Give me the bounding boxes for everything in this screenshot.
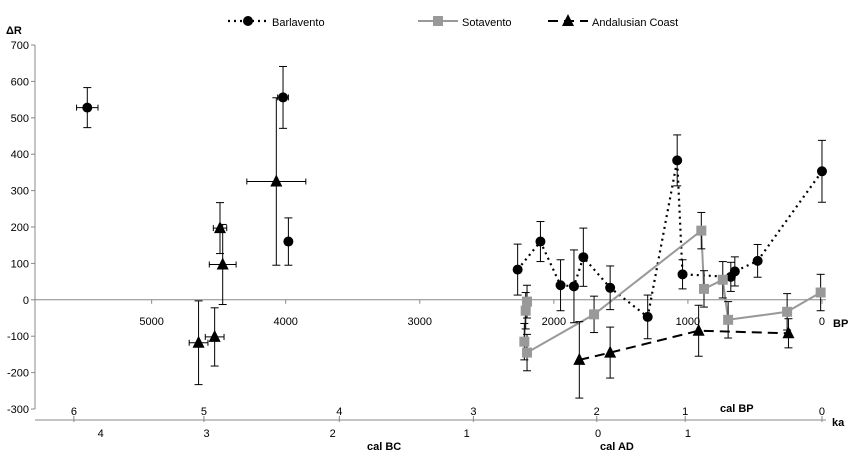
sotavento-point — [782, 306, 793, 317]
barlavento-line — [516, 160, 823, 319]
barlavento-point — [512, 264, 523, 275]
cal-bp-label: cal BP — [720, 403, 754, 415]
barlavento-point — [677, 269, 688, 280]
sotavento-line — [523, 228, 822, 355]
andalusian-coast-point — [216, 257, 229, 270]
x-tick-label: 5000 — [139, 316, 163, 328]
cal-bc-label: cal BC — [367, 441, 401, 453]
x-tick-label: 3000 — [408, 316, 432, 328]
legend-label-andalusian-coast: Andalusian Coast — [592, 17, 678, 29]
y-tick-label: 100 — [11, 258, 29, 270]
sotavento-point — [520, 305, 531, 316]
cal-ad-label: cal AD — [600, 441, 634, 453]
sotavento-point — [723, 314, 734, 325]
cal-tick-label: 3 — [204, 428, 210, 440]
sotavento-point — [522, 347, 533, 358]
legend: Barlavento Sotavento Andalusian Coast — [228, 14, 678, 29]
cal-tick-label: 2 — [330, 428, 336, 440]
y-tick-label: 600 — [11, 76, 29, 88]
barlavento-point — [555, 280, 566, 291]
ka-tick-label: 4 — [336, 406, 342, 418]
x-tick-label: 4000 — [273, 316, 297, 328]
x-unit-label: BP — [833, 318, 848, 330]
y-axis-title: ΔR — [6, 25, 22, 37]
legend-label-barlavento: Barlavento — [272, 17, 325, 29]
barlavento-point — [535, 236, 546, 247]
sotavento-point — [522, 296, 533, 307]
barlavento-point — [816, 166, 827, 177]
cal-tick-label: 1 — [685, 428, 691, 440]
x-tick-label: 0 — [819, 316, 825, 328]
andalusian-coast-point — [573, 352, 586, 365]
x-tick-label: 2000 — [542, 316, 566, 328]
markers — [82, 92, 827, 365]
ka-tick-label: 1 — [682, 406, 688, 418]
barlavento-point — [672, 155, 683, 166]
legend-marker-sotavento — [433, 16, 443, 26]
legend-marker-barlavento — [243, 16, 253, 26]
y-tick-label: 300 — [11, 186, 29, 198]
y-tick-label: 400 — [11, 149, 29, 161]
x-tick-label: 1000 — [676, 316, 700, 328]
cal-tick-label: 4 — [98, 428, 104, 440]
andalusian-coast-point — [692, 323, 705, 336]
sotavento-point — [815, 287, 826, 298]
barlavento-point — [278, 92, 289, 103]
y-tick-label: 700 — [11, 40, 29, 52]
sotavento-point — [519, 336, 530, 347]
ka-tick-label: 0 — [819, 406, 825, 418]
barlavento-point — [729, 266, 740, 277]
y-tick-label: 0 — [23, 295, 29, 307]
barlavento-point — [283, 236, 294, 247]
andalusian-coast-point — [604, 345, 617, 358]
ka-tick-label: 5 — [201, 406, 207, 418]
barlavento-point — [752, 255, 763, 266]
sotavento-point — [717, 274, 728, 285]
y-tick-label: -100 — [7, 331, 29, 343]
andalusian-coast-point — [270, 174, 283, 187]
y-tick-label: -300 — [7, 404, 29, 416]
axis-labels: ΔR BP ka cal BP cal BC cal AD — [6, 25, 848, 453]
andalusian-coast-point — [192, 335, 205, 348]
ka-tick-label: 2 — [594, 406, 600, 418]
y-tick-label: -200 — [7, 368, 29, 380]
y-tick-label: 500 — [11, 113, 29, 125]
cal-tick-label: 1 — [464, 428, 470, 440]
barlavento-point — [605, 282, 616, 293]
andalusian-coast-point — [208, 329, 221, 342]
legend-marker-andalusian-coast — [562, 14, 574, 26]
ka-tick-label: 3 — [470, 406, 476, 418]
andalusian-coast-point — [782, 326, 795, 339]
barlavento-point — [642, 311, 653, 322]
andalusian-coast-point — [214, 221, 227, 234]
legend-label-sotavento: Sotavento — [462, 17, 512, 29]
sotavento-point — [696, 225, 707, 236]
andalusian-coast-line — [579, 329, 789, 361]
barlavento-point — [578, 252, 589, 263]
y-tick-label: 200 — [11, 222, 29, 234]
barlavento-point — [82, 102, 93, 113]
error-bars — [76, 65, 826, 399]
sotavento-point — [589, 309, 600, 320]
ka-tick-label: 6 — [71, 406, 77, 418]
sotavento-point — [698, 283, 709, 294]
ka-label: ka — [832, 417, 845, 429]
cal-tick-label: 0 — [595, 428, 601, 440]
barlavento-point — [568, 281, 579, 292]
